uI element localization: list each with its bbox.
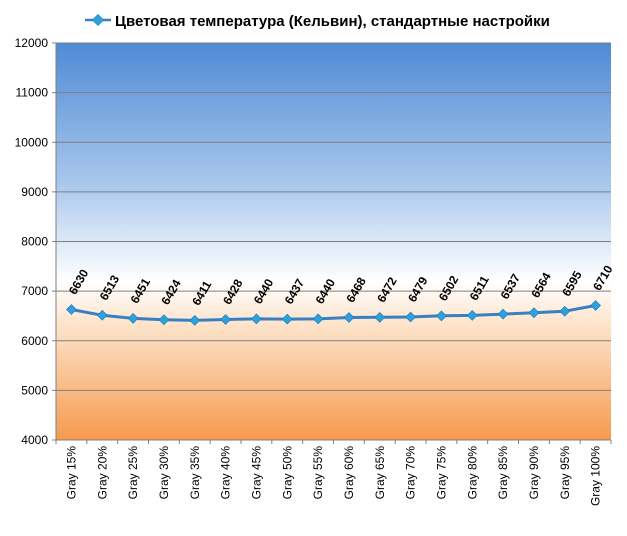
x-tick-label: Gray 25%: [126, 446, 140, 500]
x-tick-label: Gray 55%: [311, 446, 325, 500]
x-tick-label: Gray 40%: [219, 446, 233, 500]
data-point-marker: [312, 313, 324, 325]
x-tick-label: Gray 75%: [434, 446, 448, 500]
data-point-marker: [559, 305, 571, 317]
x-tick-label: Gray 65%: [373, 446, 387, 500]
y-axis-tick-labels: 4000 5000 6000 7000 8000 9000 10000 11000 12000: [15, 36, 49, 447]
data-point-marker: [189, 314, 201, 326]
y-tick-label: 6000: [21, 334, 48, 348]
x-tick-label: Gray 100%: [589, 446, 603, 506]
data-point-marker: [281, 313, 293, 325]
y-tick-label: 5000: [21, 383, 48, 397]
gridlines: [56, 42, 611, 391]
data-point-marker: [528, 307, 540, 319]
legend: Цветовая температура (Кельвин), стандарт…: [85, 13, 550, 30]
data-point-marker: [405, 311, 416, 323]
data-point-marker: [220, 314, 231, 325]
x-tick-label: Gray 30%: [157, 446, 171, 500]
x-tick-label: Gray 45%: [249, 446, 263, 500]
data-point-marker: [96, 309, 108, 321]
data-point-marker: [127, 312, 139, 324]
y-tick-label: 9000: [21, 185, 48, 199]
x-tick-label: Gray 60%: [342, 446, 356, 500]
x-tick-label: Gray 20%: [95, 446, 109, 500]
data-point-marker: [343, 312, 355, 323]
data-point-marker: [590, 300, 601, 311]
legend-series-name: Цветовая температура (Кельвин), стандарт…: [115, 13, 550, 30]
x-tick-label: Gray 85%: [496, 446, 510, 500]
x-tick-label: Gray 35%: [188, 446, 202, 500]
x-tick-label: Gray 90%: [527, 446, 541, 500]
data-point-marker: [251, 313, 262, 325]
data-point-marker: [66, 304, 77, 315]
axes: [52, 42, 612, 444]
x-tick-label: Gray 70%: [404, 446, 418, 500]
y-tick-label: 8000: [21, 235, 48, 249]
y-tick-label: 10000: [15, 135, 49, 149]
y-tick-label: 11000: [16, 86, 49, 100]
x-axis-tick-labels: Gray 15% Gray 20% Gray 25% Gray 30% Gray 35%…: [64, 446, 602, 506]
data-point-marker: [497, 308, 509, 320]
data-point-marker: [466, 310, 478, 321]
x-tick-label: Gray 50%: [280, 446, 294, 500]
x-tick-label: Gray 80%: [465, 446, 479, 500]
data-point-marker: [436, 310, 447, 322]
y-tick-label: 12000: [15, 36, 49, 50]
data-point-marker: [158, 314, 170, 326]
x-tick-label: Gray 15%: [64, 446, 78, 500]
y-tick-label: 4000: [21, 433, 48, 447]
x-tick-label: Gray 95%: [558, 446, 572, 500]
series-cct: [66, 300, 601, 326]
y-tick-label: 7000: [21, 284, 48, 298]
data-point-marker: [374, 311, 386, 323]
legend-marker-swatch: [91, 13, 105, 27]
